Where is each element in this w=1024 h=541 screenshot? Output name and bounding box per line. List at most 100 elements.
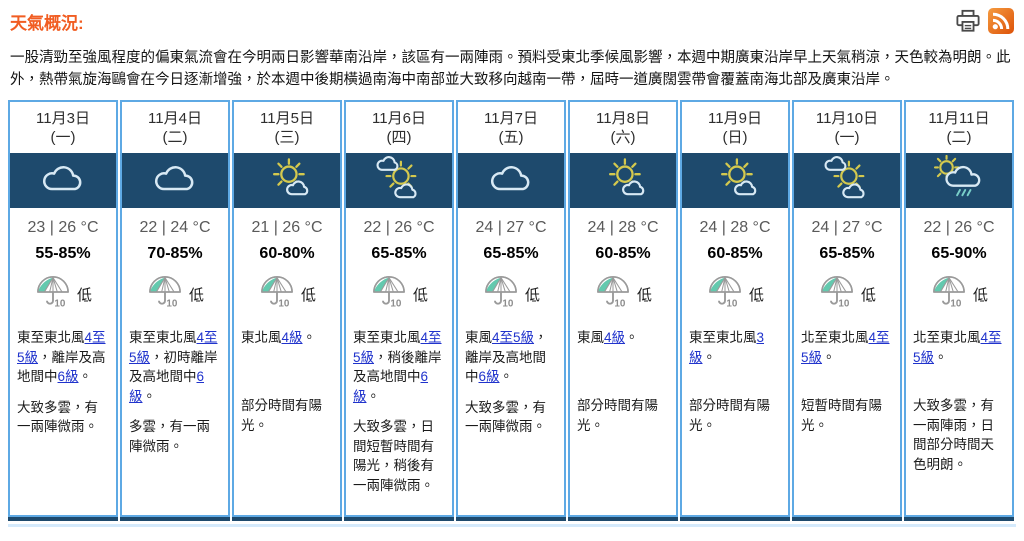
wind-text-segment: 。 <box>702 349 717 365</box>
temperature-range: 24 | 27 °C <box>475 219 547 236</box>
weather-icon-panel <box>346 153 452 208</box>
forecast-day-card: 11月6日 (四) 22 | 26 °C 65-85% <box>344 100 454 517</box>
forecast-date-weekday: (四) <box>386 129 412 146</box>
weather-condition-text: 多雲，有一兩陣微雨。 <box>129 419 210 454</box>
rain-probability: 10 低 <box>794 275 900 312</box>
forecast-description: 北至東北風4至5級。 大致多雲，有一兩陣雨，日間部分時間天色明朗。 <box>906 312 1012 474</box>
wind-force-link[interactable]: 6級 <box>129 369 205 404</box>
wind-forecast-text: 東至東北風4至5級，稍後離岸及高地間中6級。 <box>353 328 445 406</box>
forecast-date: 11月11日 (二) <box>906 102 1012 153</box>
forecast-date-day: 11月4日 <box>148 110 202 127</box>
forecast-day-card: 11月10日 (一) 24 | 27 °C 65-85% <box>792 100 902 517</box>
card-bottom-bar <box>232 517 342 521</box>
card-bottom-bar <box>456 517 566 521</box>
weather-condition-text: 大致多雲，有一兩陣雨，日間部分時間天色明朗。 <box>913 398 994 472</box>
wind-text-segment: 東至東北風 <box>353 330 421 345</box>
humidity-range: 70-85% <box>147 245 203 262</box>
wind-text-segment: 東至東北風 <box>17 330 85 345</box>
printer-icon[interactable] <box>955 9 981 33</box>
weather-condition-text: 短暫時間有陽光。 <box>801 398 882 433</box>
wind-force-link[interactable]: 4至5級 <box>801 330 890 365</box>
svg-text:10: 10 <box>950 298 962 308</box>
svg-text:10: 10 <box>838 298 850 308</box>
svg-text:10: 10 <box>54 298 66 308</box>
weather-condition-text: 部分時間有陽光。 <box>241 398 322 433</box>
card-bottom-bar <box>792 517 902 521</box>
forecast-day-card: 11月5日 (三) 21 | 26 °C 60-80% <box>232 100 342 517</box>
rain-probability: 10 低 <box>122 275 228 314</box>
rain-probability: 10 低 <box>570 275 676 314</box>
forecast-date: 11月7日 (五) <box>458 102 564 153</box>
wind-text-segment: 東風 <box>577 330 604 345</box>
wind-force-link[interactable]: 4至5級 <box>913 330 1002 365</box>
psr-umbrella-icon: 10 <box>146 275 184 314</box>
wind-force-link[interactable]: 6級 <box>353 369 429 404</box>
wind-force-link[interactable]: 4級 <box>281 330 303 345</box>
psr-umbrella-icon: 10 <box>594 275 632 314</box>
wind-text-segment: 。 <box>934 349 948 365</box>
wind-force-link[interactable]: 4至5級 <box>492 330 535 345</box>
weather-summary-text: 一股清勁至強風程度的偏東氣流會在今明兩日影響華南沿岸，該區有一兩陣雨。預料受東北… <box>10 50 1011 88</box>
wind-text-segment: 東風 <box>465 330 492 345</box>
wind-force-link[interactable]: 3級 <box>689 330 765 365</box>
svg-text:10: 10 <box>614 298 626 308</box>
humidity-range: 55-85% <box>35 245 91 262</box>
forecast-date: 11月9日 (日) <box>682 102 788 153</box>
forecast-day-card: 11月9日 (日) 24 | 28 °C 60-85% <box>680 100 790 517</box>
weather-condition-text: 大致多雲，有一兩陣微雨。 <box>17 399 98 435</box>
svg-text:10: 10 <box>390 298 402 308</box>
cloud-icon <box>152 162 198 200</box>
wind-text-segment: ，稍後離岸及高地間中 <box>353 349 442 385</box>
svg-text:10: 10 <box>166 298 178 308</box>
weather-overview-page: 天氣概況: <box>8 8 1016 527</box>
card-bottom-bar <box>8 517 118 521</box>
forecast-date-day: 11月5日 <box>260 110 314 127</box>
forecast-date-day: 11月11日 <box>928 110 990 127</box>
weather-icon-panel <box>794 153 900 208</box>
wind-forecast-text: 北至東北風4至5級。 <box>801 328 893 385</box>
psr-level-label: 低 <box>972 286 988 304</box>
wind-forecast-text: 東風4至5級，離岸及高地間中6級。 <box>465 328 557 387</box>
forecast-date-day: 11月10日 <box>815 110 879 127</box>
rain-probability: 10 低 <box>234 275 340 314</box>
humidity-range: 60-85% <box>707 245 763 262</box>
psr-umbrella-icon: 10 <box>706 275 744 314</box>
cloud-sun-cloud-icon <box>822 155 872 206</box>
wind-force-link[interactable]: 6級 <box>57 369 79 384</box>
temperature-range: 24 | 28 °C <box>699 219 771 236</box>
forecast-day-card: 11月7日 (五) 24 | 27 °C 65-85% <box>456 100 566 517</box>
temperature-range: 21 | 26 °C <box>251 219 323 236</box>
cloud-sun-cloud-icon <box>374 155 424 206</box>
sun-cloud-icon <box>263 158 311 203</box>
forecast-day-card: 11月3日 (一) 23 | 26 °C 55-85% <box>8 100 118 517</box>
forecast-date-day: 11月3日 <box>36 110 90 127</box>
wind-text-segment: 東北風 <box>241 330 282 345</box>
wind-text-segment: ，初時離岸及高地間中 <box>129 349 218 385</box>
weather-condition-text: 大致多雲，日間短暫時間有陽光，稍後有一兩陣微雨。 <box>353 419 434 493</box>
wind-force-link[interactable]: 6級 <box>478 369 500 384</box>
humidity-range: 65-85% <box>483 245 539 262</box>
forecast-description: 東至東北風4至5級，離岸及高地間中6級。 大致多雲，有一兩陣微雨。 <box>10 312 116 437</box>
temperature-range: 24 | 28 °C <box>587 219 659 236</box>
forecast-date-weekday: (五) <box>498 129 524 146</box>
wind-text-segment: 。 <box>822 349 836 365</box>
sun-cloud-icon <box>599 158 647 203</box>
temperature-range: 23 | 26 °C <box>27 219 99 236</box>
psr-umbrella-icon: 10 <box>482 275 520 314</box>
wind-force-link[interactable]: 4至5級 <box>353 330 442 365</box>
card-bottom-bar <box>680 517 790 521</box>
wind-force-link[interactable]: 4至5級 <box>129 330 218 365</box>
psr-umbrella-icon: 10 <box>258 275 296 314</box>
weather-icon-panel <box>458 153 564 208</box>
wind-force-link[interactable]: 4級 <box>604 330 626 345</box>
forecast-date-weekday: (三) <box>274 129 300 146</box>
forecast-date-weekday: (一) <box>834 129 860 146</box>
rss-icon[interactable] <box>988 8 1014 34</box>
card-bottom-bar <box>120 517 230 521</box>
rain-probability: 10 低 <box>458 275 564 314</box>
weather-icon-panel <box>570 153 676 208</box>
svg-text:10: 10 <box>278 298 290 308</box>
weather-icon-panel <box>122 153 228 208</box>
wind-force-link[interactable]: 4至5級 <box>17 330 106 365</box>
forecast-date-day: 11月7日 <box>484 110 538 127</box>
